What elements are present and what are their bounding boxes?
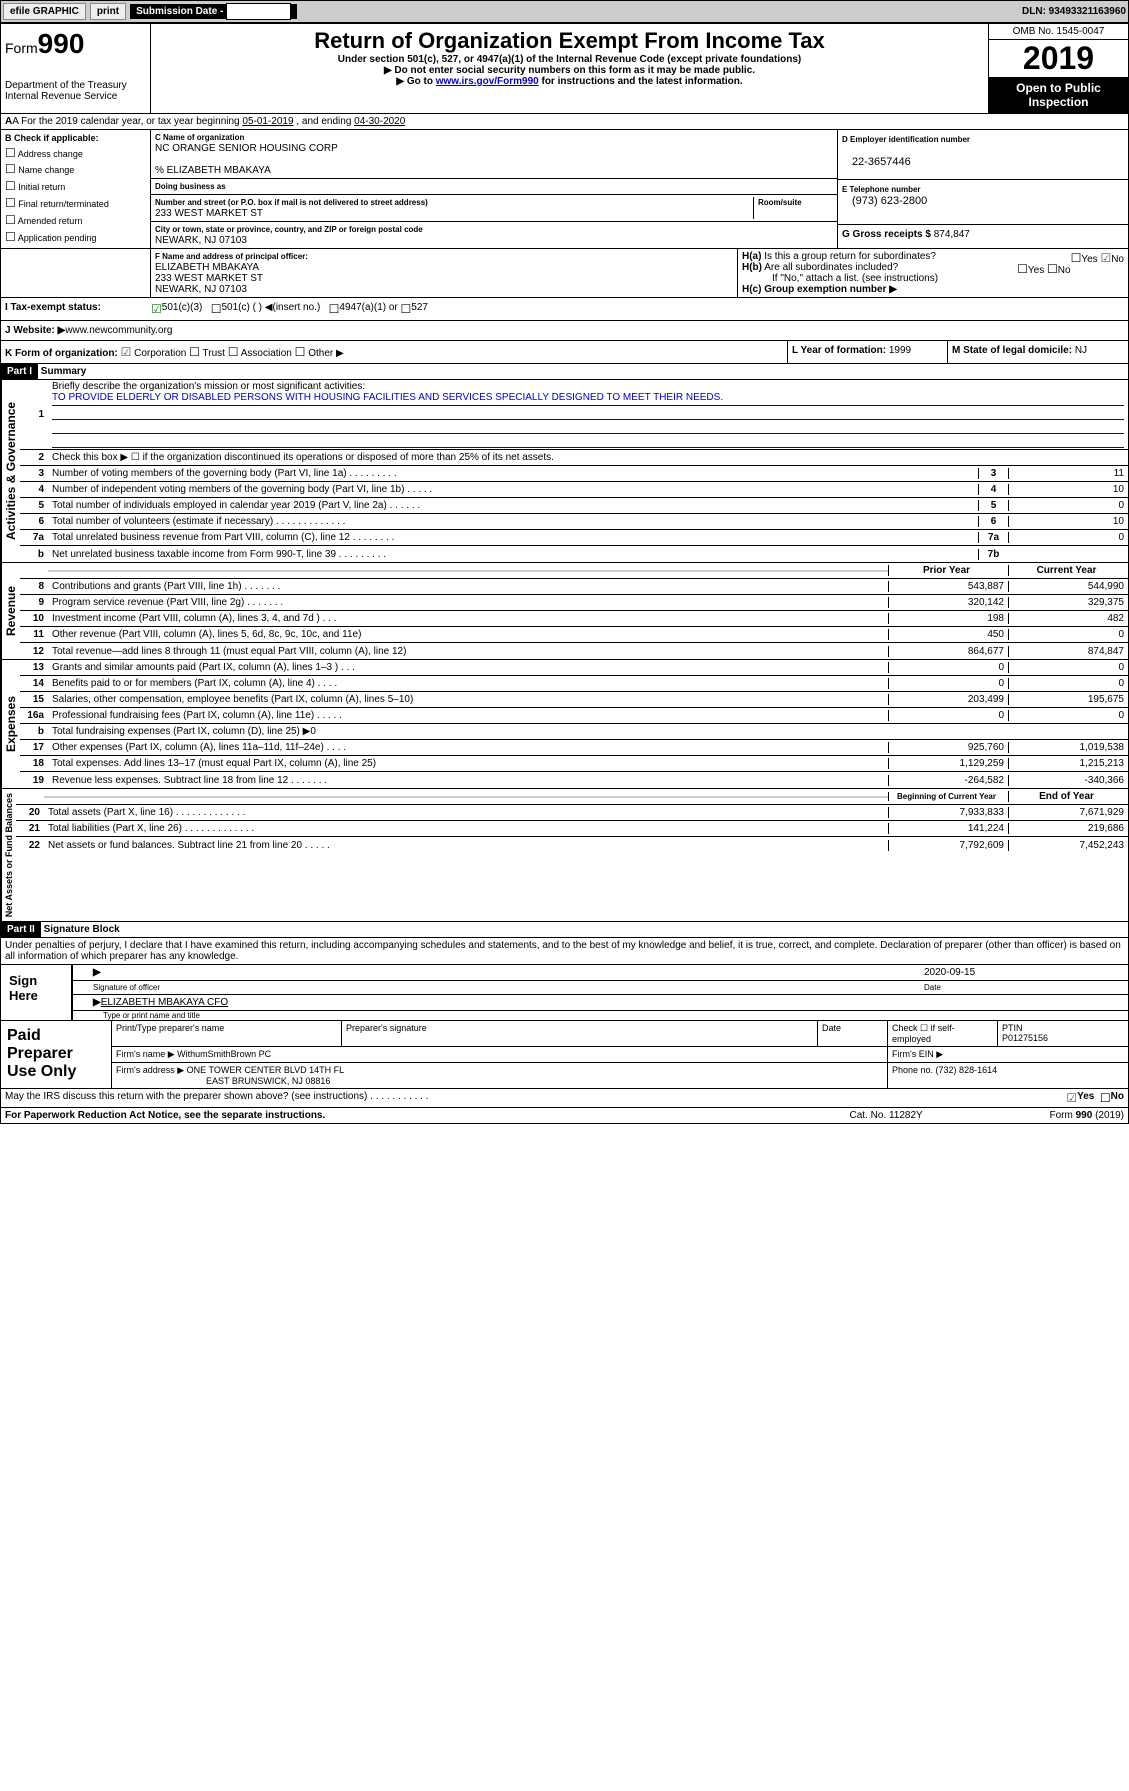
- form-footer: Form 990 (2019): [1050, 1110, 1124, 1121]
- phone: (973) 623-2800: [842, 195, 927, 207]
- submission-date-label: Submission Date - 2020-11-16: [130, 4, 297, 19]
- summary-table: Activities & Governance 1Briefly describ…: [0, 380, 1129, 563]
- form-org-row: K Form of organization: Corporation Trus…: [0, 341, 1129, 364]
- website-row: J Website: ▶ www.newcommunity.org: [0, 321, 1129, 341]
- form-header: Form990 Department of the Treasury Inter…: [0, 23, 1129, 114]
- side-expenses: Expenses: [1, 660, 20, 788]
- summary-line: 21Total liabilities (Part X, line 26) . …: [16, 821, 1128, 837]
- irs-link[interactable]: www.irs.gov/Form990: [436, 76, 539, 87]
- irs-label: Internal Revenue Service: [5, 91, 146, 102]
- summary-line: 17Other expenses (Part IX, column (A), l…: [20, 740, 1128, 756]
- period-begin: 05-01-2019: [242, 116, 293, 127]
- part1-header: Part I Summary: [0, 364, 1129, 380]
- footer-row: For Paperwork Reduction Act Notice, see …: [0, 1108, 1129, 1124]
- ein: 22-3657446: [842, 156, 911, 168]
- summary-line: 6Total number of volunteers (estimate if…: [20, 514, 1128, 530]
- summary-line: 8Contributions and grants (Part VIII, li…: [20, 579, 1128, 595]
- part2-header: Part II Signature Block: [0, 922, 1129, 938]
- summary-line: 3Number of voting members of the governi…: [20, 466, 1128, 482]
- summary-line: 12Total revenue—add lines 8 through 11 (…: [20, 643, 1128, 659]
- summary-line: 18Total expenses. Add lines 13–17 (must …: [20, 756, 1128, 772]
- subtitle-3: ▶ Go to www.irs.gov/Form990 for instruct…: [155, 76, 984, 87]
- side-net-assets: Net Assets or Fund Balances: [1, 789, 16, 921]
- period-row: AA For the 2019 calendar year, or tax ye…: [0, 114, 1129, 130]
- summary-line: 15Salaries, other compensation, employee…: [20, 692, 1128, 708]
- sign-here-label: Sign Here: [1, 965, 71, 1020]
- summary-line: 20Total assets (Part X, line 16) . . . .…: [16, 805, 1128, 821]
- preparer-phone: (732) 828-1614: [936, 1065, 998, 1075]
- tax-year: 2019: [989, 40, 1128, 77]
- summary-line: 19Revenue less expenses. Subtract line 1…: [20, 772, 1128, 788]
- officer-sig-name: ELIZABETH MBAKAYA CFO: [101, 997, 228, 1008]
- summary-line: 7aTotal unrelated business revenue from …: [20, 530, 1128, 546]
- summary-line: 10Investment income (Part VIII, column (…: [20, 611, 1128, 627]
- col-current: Current Year: [1008, 565, 1128, 576]
- mission-text: TO PROVIDE ELDERLY OR DISABLED PERSONS W…: [52, 392, 1124, 406]
- firm-name: WithumSmithBrown PC: [177, 1049, 271, 1059]
- officer-addr2: NEWARK, NJ 07103: [155, 284, 247, 295]
- summary-line: 13Grants and similar amounts paid (Part …: [20, 660, 1128, 676]
- summary-line: bNet unrelated business taxable income f…: [20, 546, 1128, 562]
- care-of: ELIZABETH MBAKAYA: [167, 165, 271, 176]
- form-label: Form: [5, 40, 38, 56]
- summary-line: 9Program service revenue (Part VIII, lin…: [20, 595, 1128, 611]
- period-end: 04-30-2020: [354, 116, 405, 127]
- subtitle-1: Under section 501(c), 527, or 4947(a)(1)…: [155, 54, 984, 65]
- officer-addr1: 233 WEST MARKET ST: [155, 273, 263, 284]
- discuss-row: May the IRS discuss this return with the…: [0, 1089, 1129, 1108]
- form-title: Return of Organization Exempt From Incom…: [155, 28, 984, 54]
- col-begin: Beginning of Current Year: [888, 792, 1008, 801]
- group-exemption: H(c) Group exemption number ▶: [742, 284, 897, 295]
- year-formation: 1999: [889, 345, 911, 356]
- perjury-statement: Under penalties of perjury, I declare th…: [0, 938, 1129, 965]
- open-public-badge: Open to Public Inspection: [989, 77, 1128, 113]
- discontinued-check: Check this box ▶ ☐ if the organization d…: [48, 451, 1128, 464]
- dept-treasury: Department of the Treasury: [5, 80, 146, 91]
- summary-line: 14Benefits paid to or for members (Part …: [20, 676, 1128, 692]
- ptin: P01275156: [1002, 1033, 1048, 1043]
- identity-block: B Check if applicable: Address change Na…: [0, 130, 1129, 249]
- paid-preparer-label: Paid Preparer Use Only: [1, 1021, 111, 1088]
- form-number: 990: [38, 28, 85, 59]
- paid-preparer-block: Paid Preparer Use Only Print/Type prepar…: [0, 1021, 1129, 1089]
- omb-number: OMB No. 1545-0047: [989, 24, 1128, 40]
- street-address: 233 WEST MARKET ST: [155, 208, 263, 219]
- print-button[interactable]: print: [90, 3, 126, 20]
- summary-line: 5Total number of individuals employed in…: [20, 498, 1128, 514]
- city-state-zip: NEWARK, NJ 07103: [155, 235, 247, 246]
- firm-addr2: EAST BRUNSWICK, NJ 08816: [116, 1076, 330, 1086]
- summary-line: 22Net assets or fund balances. Subtract …: [16, 837, 1128, 853]
- check-applicable: B Check if applicable: Address change Na…: [1, 130, 151, 248]
- signature-block: Sign Here ▶2020-09-15 Signature of offic…: [0, 965, 1129, 1021]
- state-domicile: NJ: [1075, 345, 1087, 356]
- side-revenue: Revenue: [1, 563, 20, 659]
- website[interactable]: www.newcommunity.org: [65, 325, 172, 336]
- org-name: NC ORANGE SENIOR HOUSING CORP: [155, 143, 338, 154]
- summary-line: 16aProfessional fundraising fees (Part I…: [20, 708, 1128, 724]
- submission-date: 2020-11-16: [226, 3, 291, 20]
- officer-name: ELIZABETH MBAKAYA: [155, 262, 259, 273]
- tax-exempt-row: I Tax-exempt status: 501(c)(3) 501(c) ( …: [0, 298, 1129, 321]
- top-bar: efile GRAPHIC print Submission Date - 20…: [0, 0, 1129, 23]
- gross-receipts: 874,847: [934, 229, 970, 240]
- summary-line: 4Number of independent voting members of…: [20, 482, 1128, 498]
- name-section: C Name of organizationNC ORANGE SENIOR H…: [151, 130, 838, 248]
- col-prior: Prior Year: [888, 565, 1008, 576]
- side-governance: Activities & Governance: [1, 380, 20, 562]
- firm-addr1: ONE TOWER CENTER BLVD 14TH FL: [187, 1065, 345, 1075]
- efile-button[interactable]: efile GRAPHIC: [3, 3, 86, 20]
- col-end: End of Year: [1008, 791, 1128, 802]
- dln: DLN: 93493321163960: [1022, 6, 1126, 17]
- right-info: D Employer identification number22-36574…: [838, 130, 1128, 248]
- subtitle-2: ▶ Do not enter social security numbers o…: [155, 65, 984, 76]
- officer-group-row: F Name and address of principal officer:…: [0, 249, 1129, 298]
- summary-line: bTotal fundraising expenses (Part IX, co…: [20, 724, 1128, 740]
- sig-date: 2020-09-15: [924, 967, 975, 978]
- summary-line: 11Other revenue (Part VIII, column (A), …: [20, 627, 1128, 643]
